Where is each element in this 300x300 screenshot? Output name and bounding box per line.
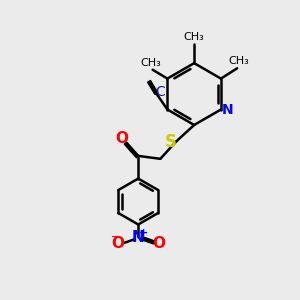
Text: ⁻: ⁻ [110, 232, 117, 246]
Text: CH₃: CH₃ [184, 32, 205, 42]
Text: O: O [152, 236, 165, 250]
Text: C: C [155, 85, 165, 99]
Text: CH₃: CH₃ [141, 58, 162, 68]
Text: O: O [116, 131, 128, 146]
Text: N: N [132, 230, 145, 245]
Text: N: N [222, 103, 233, 116]
Text: O: O [111, 236, 124, 250]
Text: S: S [165, 133, 177, 151]
Text: CH₃: CH₃ [228, 56, 249, 66]
Text: +: + [139, 228, 148, 238]
